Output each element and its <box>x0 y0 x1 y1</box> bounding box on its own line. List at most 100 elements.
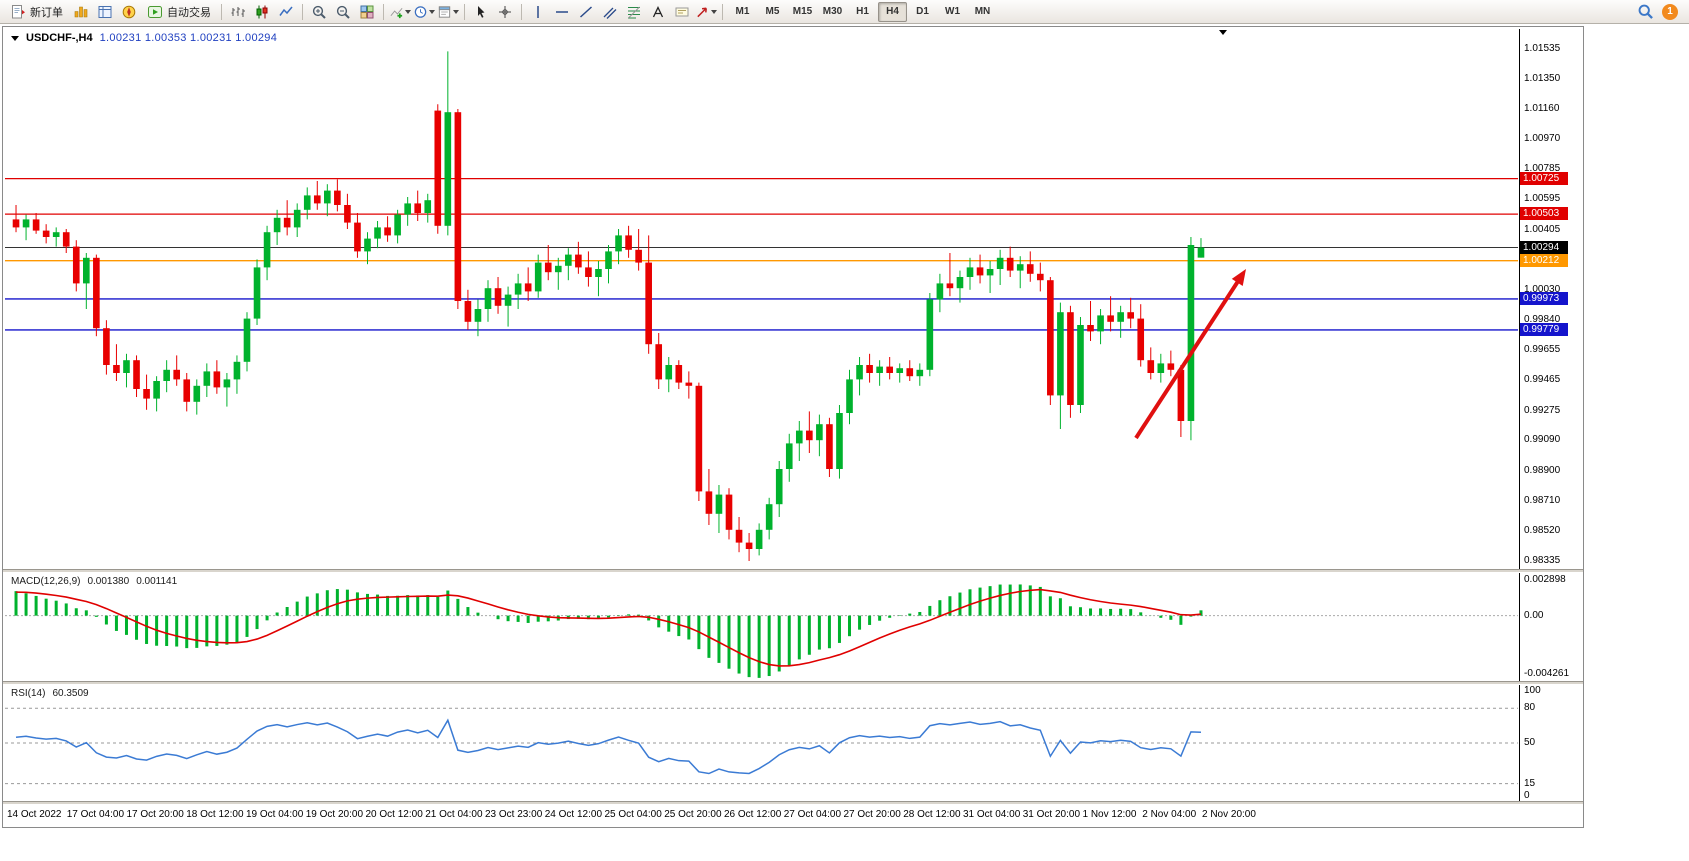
chart-candles-button[interactable] <box>251 2 273 22</box>
macd-scale-label: 0.002898 <box>1524 574 1566 585</box>
current-price-tag: 1.00294 <box>1520 240 1568 254</box>
rsi-indicator-panel[interactable] <box>5 685 1518 801</box>
price-axis-label: 1.00595 <box>1524 193 1561 205</box>
candle <box>665 357 673 393</box>
rsi-value: 60.3509 <box>52 688 89 699</box>
timeframe-button-mn[interactable]: MN <box>974 6 991 17</box>
candle <box>504 286 512 327</box>
label-tool[interactable] <box>671 2 693 22</box>
candle <box>1107 296 1114 332</box>
search-button[interactable] <box>1634 2 1656 22</box>
chart-line-button[interactable] <box>275 2 297 22</box>
candle <box>354 213 361 258</box>
time-axis-label: 2 Nov 20:00 <box>1202 809 1256 820</box>
timeframe-button-h4[interactable]: H4 <box>878 1 907 22</box>
macd-signal-line <box>16 588 1202 667</box>
time-axis-label: 25 Oct 20:00 <box>664 809 722 820</box>
candle <box>1167 350 1175 377</box>
candle <box>1137 304 1145 367</box>
candle <box>313 181 321 210</box>
candle <box>203 363 211 397</box>
channel-tool[interactable] <box>599 2 621 22</box>
panel-splitter[interactable] <box>3 569 1583 573</box>
timeframe-button-m30[interactable]: M30 <box>822 6 843 17</box>
candle <box>1097 309 1104 345</box>
candle <box>1047 277 1054 405</box>
templates-button[interactable] <box>437 2 459 22</box>
periods-button[interactable] <box>413 2 435 22</box>
timeframe-button-m15[interactable]: M15 <box>792 6 813 17</box>
candle <box>163 360 170 393</box>
price-level-tag[interactable]: 1.00212 <box>1520 253 1568 267</box>
macd-indicator-panel[interactable] <box>5 573 1518 681</box>
chart-bars-button[interactable] <box>227 2 249 22</box>
chart-dropdown-marker[interactable] <box>1219 30 1227 35</box>
time-axis[interactable]: 14 Oct 2022 17 Oct 04:00 17 Oct 20:00 18 Oc… <box>3 804 1583 826</box>
data-window-button[interactable] <box>94 2 116 22</box>
price-level-tag[interactable]: 0.99973 <box>1520 291 1568 305</box>
chart-menu-icon[interactable] <box>11 35 19 41</box>
macd-value-signal: 0.001141 <box>136 576 178 587</box>
horizontal-line-tool[interactable] <box>551 2 573 22</box>
candle <box>384 216 391 242</box>
candle <box>484 280 492 322</box>
candle <box>83 253 90 309</box>
panel-splitter[interactable] <box>3 801 1583 805</box>
indicators-button[interactable] <box>389 2 411 22</box>
timeframe-button-h1[interactable]: H1 <box>856 6 869 17</box>
crosshair-button[interactable] <box>494 2 516 22</box>
candle <box>1177 365 1185 437</box>
navigator-button[interactable] <box>118 2 140 22</box>
fibonacci-tool[interactable] <box>623 2 645 22</box>
notifications-badge[interactable]: 1 <box>1662 3 1678 20</box>
text-tool[interactable] <box>647 2 669 22</box>
arrows-tool[interactable] <box>695 2 717 22</box>
candle <box>735 517 743 553</box>
horizontal-line-icon <box>556 10 568 13</box>
macd-label-row: MACD(12,26,9) 0.001380 0.001141 <box>11 576 177 587</box>
candle <box>996 249 1004 285</box>
autotrading-button[interactable]: 自动交易 <box>142 2 216 22</box>
zoom-in-button[interactable] <box>308 2 330 22</box>
timeframe-button-d1[interactable]: D1 <box>916 6 929 17</box>
candle <box>775 461 783 517</box>
time-axis-label: 27 Oct 20:00 <box>843 809 901 820</box>
candle <box>1077 317 1084 413</box>
trend-arrow-annotation[interactable] <box>1134 276 1243 440</box>
price-axis-label: 1.01350 <box>1524 72 1561 84</box>
candle <box>253 259 261 325</box>
cursor-button[interactable] <box>470 2 492 22</box>
candle <box>826 417 833 477</box>
candle <box>534 254 542 298</box>
time-axis-label: 23 Oct 23:00 <box>485 809 543 820</box>
indicators-icon <box>390 7 403 18</box>
price-axis-label: 0.98710 <box>1524 495 1561 506</box>
new-order-icon <box>12 4 25 18</box>
tile-windows-button[interactable] <box>356 2 378 22</box>
new-order-button[interactable]: 新订单 <box>5 2 68 22</box>
trendline-tool[interactable] <box>575 2 597 22</box>
price-axis-label: 0.99465 <box>1524 374 1561 386</box>
vertical-line-tool[interactable] <box>527 2 549 22</box>
time-axis-label: 20 Oct 12:00 <box>365 809 423 820</box>
price-level-tag[interactable]: 0.99779 <box>1520 322 1568 336</box>
timeframe-button-m5[interactable]: M5 <box>765 6 780 17</box>
timeframe-button-w1[interactable]: W1 <box>945 6 960 17</box>
candle <box>424 193 432 223</box>
price-axis-label: 1.00030 <box>1524 283 1561 295</box>
panel-splitter[interactable] <box>3 681 1583 685</box>
label-icon <box>675 7 689 16</box>
candlestick-chart[interactable] <box>5 29 1518 569</box>
candle <box>374 221 381 249</box>
zoom-out-button[interactable] <box>332 2 354 22</box>
market-watch-icon <box>74 6 88 17</box>
chart-ohlc-values: 1.00231 1.00353 1.00231 1.00294 <box>99 32 278 44</box>
candle <box>394 209 401 244</box>
price-level-tag[interactable]: 1.00503 <box>1520 207 1568 221</box>
vertical-line-icon <box>537 5 539 18</box>
candle <box>123 353 130 388</box>
market-watch-button[interactable] <box>70 2 92 22</box>
price-level-tag[interactable]: 1.00725 <box>1520 171 1568 185</box>
timeframe-button-m1[interactable]: M1 <box>735 6 750 17</box>
candle <box>183 373 191 412</box>
